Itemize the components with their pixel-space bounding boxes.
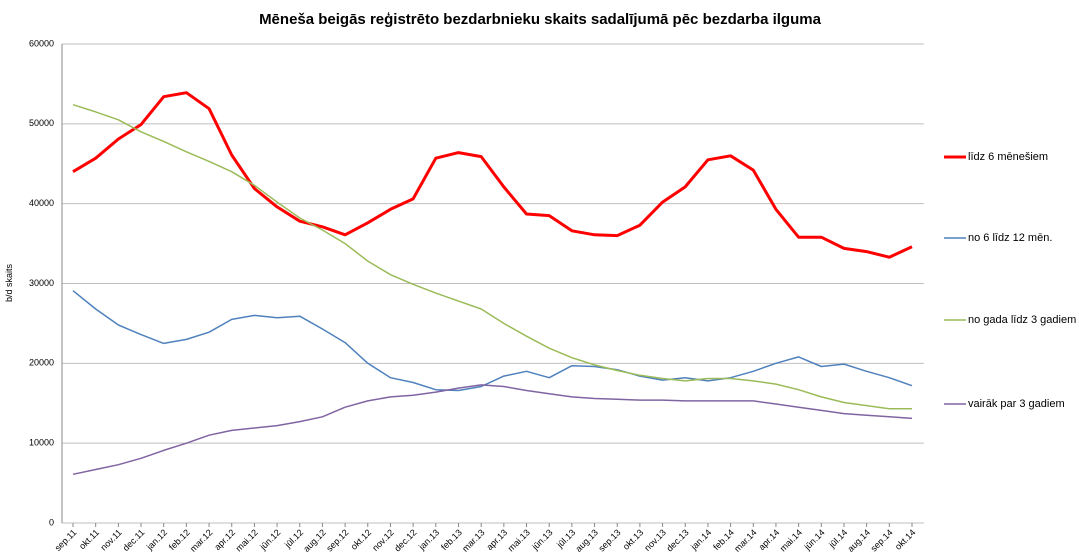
- y-tick-label: 10000: [29, 438, 54, 448]
- x-tick-label: jan.12: [144, 527, 169, 552]
- x-tick-label: sep.14: [869, 527, 895, 553]
- x-tick-label: okt.14: [893, 527, 917, 551]
- legend-label: vairāk par 3 gadiem: [968, 398, 1065, 410]
- x-tick-label: mar.13: [460, 527, 487, 554]
- x-tick-label: dec.13: [664, 527, 690, 553]
- x-tick-label: mai.14: [778, 527, 804, 553]
- x-tick-label: okt.12: [349, 527, 373, 551]
- x-tick-label: apr.13: [484, 527, 509, 552]
- y-axis-label: b/d skaits: [4, 263, 14, 302]
- chart-title: Mēneša beigās reģistrēto bezdarbnieku sk…: [259, 11, 822, 28]
- x-tick-label: okt.13: [621, 527, 645, 551]
- x-tick-label: jan.14: [688, 527, 713, 552]
- y-tick-label: 40000: [29, 198, 54, 208]
- x-tick-label: nov.11: [99, 527, 124, 552]
- x-tick-label: sep.13: [596, 527, 622, 553]
- x-tick-label: mai.12: [234, 527, 260, 553]
- series-line: [72, 103, 912, 410]
- x-tick-label: apr.12: [212, 527, 237, 552]
- x-tick-label: mai.13: [506, 527, 532, 553]
- x-tick-label: mar.12: [188, 527, 215, 554]
- series-line: [72, 290, 913, 392]
- x-tick-label: sep.12: [324, 527, 350, 553]
- x-tick-label: okt.11: [77, 527, 101, 551]
- x-tick-label: dec.12: [392, 527, 418, 553]
- x-tick-label: sep.11: [53, 527, 79, 553]
- series-line: [72, 91, 913, 259]
- y-tick-label: 20000: [29, 358, 54, 368]
- y-tick-label: 30000: [29, 278, 54, 288]
- x-tick-label: jan.13: [416, 527, 441, 552]
- legend-label: līdz 6 mēnešiem: [968, 151, 1048, 163]
- x-tick-label: aug.12: [301, 527, 328, 554]
- legend-label: no 6 līdz 12 mēn.: [968, 232, 1052, 244]
- legend-label: no gada līdz 3 gadiem: [968, 314, 1076, 326]
- series-line: [72, 384, 913, 476]
- x-tick-label: nov.13: [642, 527, 668, 553]
- x-tick-label: mar.14: [732, 527, 759, 554]
- x-tick-label: nov.12: [370, 527, 396, 553]
- x-tick-label: feb.12: [167, 527, 192, 552]
- y-tick-label: 50000: [29, 118, 54, 128]
- x-tick-label: jūn.12: [257, 527, 282, 552]
- x-tick-label: aug.13: [573, 527, 600, 554]
- y-tick-label: 0: [49, 517, 54, 527]
- x-tick-label: jūn.14: [802, 527, 827, 552]
- x-tick-label: aug.14: [846, 527, 873, 554]
- x-tick-label: jūn.13: [529, 527, 554, 552]
- x-tick-label: feb.14: [711, 527, 736, 552]
- x-tick-label: dec.11: [121, 527, 147, 553]
- x-tick-label: feb.13: [439, 527, 464, 552]
- x-tick-label: apr.14: [757, 527, 782, 552]
- y-tick-label: 60000: [29, 38, 54, 48]
